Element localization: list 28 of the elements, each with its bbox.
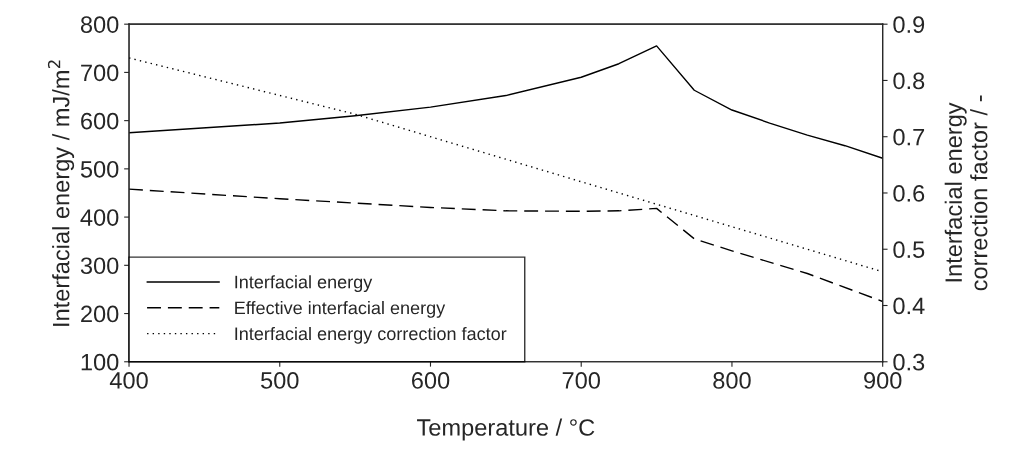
- x-tick-label: 700: [562, 372, 600, 389]
- legend-label: Interfacial energy: [235, 275, 373, 292]
- x-tick-label: 500: [261, 372, 299, 389]
- line-series: [129, 188, 883, 303]
- y2-tick-label: 0.8: [893, 72, 925, 90]
- legend-label: Effective interfacial energy: [235, 301, 446, 318]
- y-tick-label: 600: [81, 112, 119, 130]
- y-tick-label: 400: [80, 209, 119, 226]
- legend-label: Interfacial energy correction factor: [235, 326, 507, 344]
- x-tick-label: 400: [109, 372, 148, 389]
- y2-axis-title: Interfacial energy correction factor / -: [944, 95, 988, 291]
- y2-tick-label: 0.9: [893, 16, 925, 33]
- y-tick-label: 800: [80, 16, 119, 33]
- y-tick-label: 300: [80, 257, 119, 275]
- y-tick-label: 200: [81, 305, 119, 323]
- y-tick-label: 500: [80, 160, 119, 178]
- y2-tick-label: 0.5: [893, 241, 925, 259]
- y2-tick-label: 0.6: [893, 185, 925, 202]
- y-axis-title: Interfacial energy / mJ/m$^{2}$: [47, 60, 75, 326]
- x-tick-label: 900: [864, 372, 902, 389]
- x-tick-label: 600: [411, 372, 450, 389]
- y2-tick-label: 0.3: [893, 353, 925, 371]
- y2-tick-label: 0.4: [893, 297, 925, 315]
- y-tick-label: 100: [81, 353, 119, 371]
- y2-tick-label: 0.7: [893, 128, 925, 146]
- x-tick-label: 800: [713, 372, 751, 389]
- y-tick-label: 700: [81, 64, 119, 82]
- x-axis-title: Temperature / °C: [417, 418, 595, 441]
